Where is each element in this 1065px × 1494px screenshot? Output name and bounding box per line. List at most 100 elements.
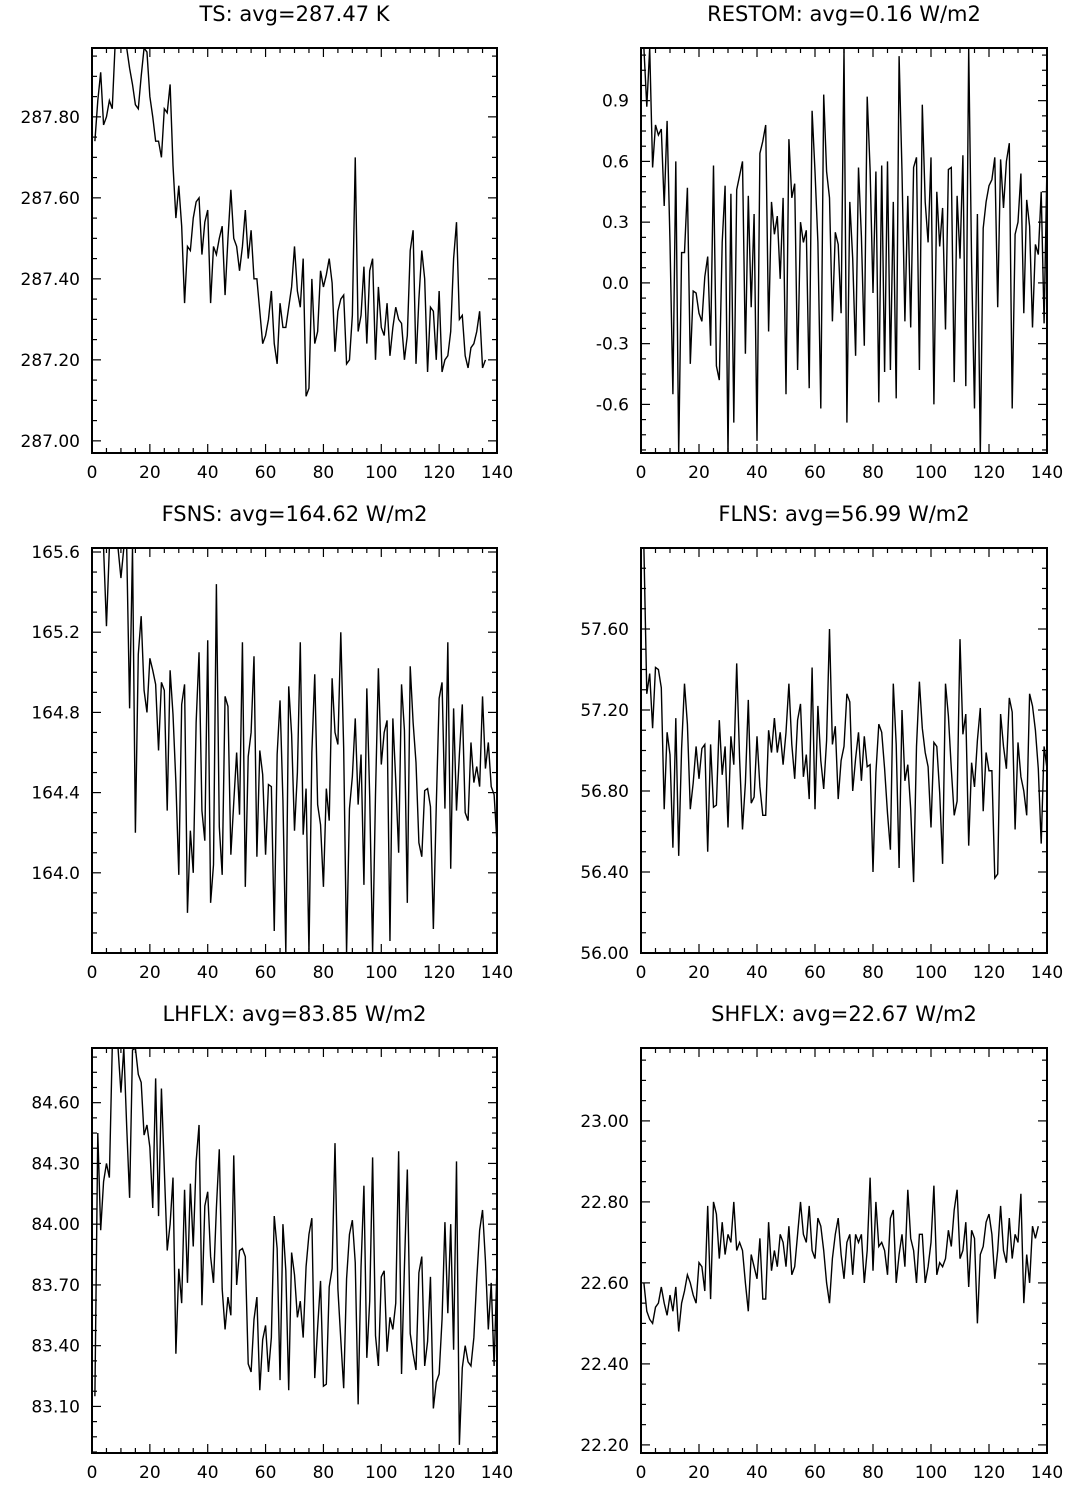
x-tick-label: 60 (255, 1463, 277, 1483)
x-tick-label: 120 (973, 963, 1005, 983)
x-tick-label: 40 (197, 463, 219, 483)
x-tick-label: 20 (139, 1463, 161, 1483)
plot-frame (640, 547, 1048, 954)
x-tick-label: 120 (423, 963, 455, 983)
y-tick-label: 22.80 (580, 1193, 629, 1213)
y-tick-label: 287.20 (21, 351, 80, 371)
x-tick-label: 100 (915, 963, 947, 983)
x-tick-label: 0 (87, 963, 98, 983)
x-tick-label: 40 (197, 963, 219, 983)
x-tick-label: 140 (1031, 463, 1063, 483)
x-tick-label: 100 (915, 463, 947, 483)
x-tick-label: 120 (973, 463, 1005, 483)
panel-title: FSNS: avg=164.62 W/m2 (162, 502, 428, 526)
panel-1: TS: avg=287.47 K 0 20 40 60 80 100 120 140 287.00… (21, 2, 514, 483)
x-tick-label: 100 (365, 963, 397, 983)
y-tick-label: 164.0 (31, 864, 80, 884)
y-tick-label: -0.6 (596, 395, 629, 415)
y-tick-label: 23.00 (580, 1112, 629, 1132)
y-tick-label: 57.60 (580, 620, 629, 640)
x-tick-label: 80 (313, 463, 335, 483)
y-tick-label: 22.40 (580, 1355, 629, 1375)
x-tick-label: 40 (746, 963, 768, 983)
plot-frame (640, 1047, 1048, 1454)
x-tick-label: 0 (636, 1463, 647, 1483)
y-tick-label: 165.6 (31, 543, 80, 563)
x-tick-label: 100 (915, 1463, 947, 1483)
panel-2: RESTOM: avg=0.16 W/m2 0 20 40 60 80 100 120 140 -… (596, 2, 1063, 483)
x-tick-label: 20 (688, 463, 710, 483)
x-tick-label: 140 (481, 963, 513, 983)
y-tick-label: 165.2 (31, 623, 80, 643)
x-tick-label: 120 (973, 1463, 1005, 1483)
y-tick-label: 83.10 (31, 1397, 80, 1417)
x-tick-label: 80 (313, 1463, 335, 1483)
panel-4: FLNS: avg=56.99 W/m2 0 20 40 60 80 100 120 140 56… (580, 502, 1063, 983)
plot-frame (640, 47, 1048, 454)
x-tick-label: 140 (481, 463, 513, 483)
plot-frame (91, 47, 498, 454)
x-tick-label: 0 (636, 463, 647, 483)
x-tick-label: 80 (862, 463, 884, 483)
y-tick-label: 22.20 (580, 1436, 629, 1456)
panel-title: SHFLX: avg=22.67 W/m2 (711, 1002, 977, 1026)
x-tick-label: 60 (804, 963, 826, 983)
x-tick-label: 40 (197, 1463, 219, 1483)
x-tick-label: 60 (255, 463, 277, 483)
y-tick-label: 83.40 (31, 1337, 80, 1357)
y-tick-label: 0.6 (602, 152, 629, 172)
x-tick-label: 20 (139, 963, 161, 983)
y-tick-label: 164.8 (31, 703, 80, 723)
x-tick-label: 100 (365, 463, 397, 483)
y-tick-label: 84.30 (31, 1154, 80, 1174)
x-tick-label: 60 (804, 1463, 826, 1483)
panel-title: LHFLX: avg=83.85 W/m2 (162, 1002, 426, 1026)
y-tick-label: -0.3 (596, 335, 629, 355)
x-tick-label: 140 (481, 1463, 513, 1483)
y-tick-label: 0.3 (602, 213, 629, 233)
plot-frame (91, 547, 498, 954)
x-tick-label: 20 (139, 463, 161, 483)
x-tick-label: 140 (1031, 963, 1063, 983)
y-tick-label: 83.70 (31, 1276, 80, 1296)
ticks (91, 1048, 498, 1453)
y-tick-label: 287.40 (21, 270, 80, 290)
x-tick-label: 120 (423, 1463, 455, 1483)
y-tick-label: 0.9 (602, 92, 629, 112)
series-line (643, 548, 1047, 883)
x-tick-label: 80 (862, 1463, 884, 1483)
x-tick-label: 80 (862, 963, 884, 983)
y-tick-label: 287.60 (21, 189, 80, 209)
x-tick-label: 40 (746, 463, 768, 483)
x-tick-label: 140 (1031, 1463, 1063, 1483)
y-tick-label: 84.00 (31, 1215, 80, 1235)
x-tick-label: 0 (87, 463, 98, 483)
x-tick-label: 60 (255, 963, 277, 983)
panel-title: RESTOM: avg=0.16 W/m2 (707, 2, 981, 26)
x-tick-label: 80 (313, 963, 335, 983)
x-tick-label: 0 (87, 1463, 98, 1483)
x-tick-label: 0 (636, 963, 647, 983)
x-tick-label: 20 (688, 963, 710, 983)
series-line (94, 48, 487, 397)
series-line (643, 1177, 1039, 1332)
y-tick-label: 57.20 (580, 701, 629, 721)
y-tick-label: 56.80 (580, 782, 629, 802)
series-line (94, 1048, 497, 1445)
y-tick-label: 22.60 (580, 1274, 629, 1294)
ticks (91, 548, 498, 954)
x-tick-label: 120 (423, 463, 455, 483)
y-tick-label: 287.00 (21, 432, 80, 452)
ticks (640, 1048, 1048, 1453)
y-tick-label: 56.00 (580, 944, 629, 964)
y-tick-label: 164.4 (31, 784, 80, 804)
y-tick-label: 287.80 (21, 108, 80, 128)
series-line (94, 548, 497, 953)
panel-title: TS: avg=287.47 K (198, 2, 390, 26)
x-tick-label: 40 (746, 1463, 768, 1483)
y-tick-label: 0.0 (602, 274, 629, 294)
y-tick-label: 56.40 (580, 863, 629, 883)
panel-6: SHFLX: avg=22.67 W/m2 0 20 40 60 80 100 120 140 2… (580, 1002, 1063, 1483)
x-tick-label: 100 (365, 1463, 397, 1483)
